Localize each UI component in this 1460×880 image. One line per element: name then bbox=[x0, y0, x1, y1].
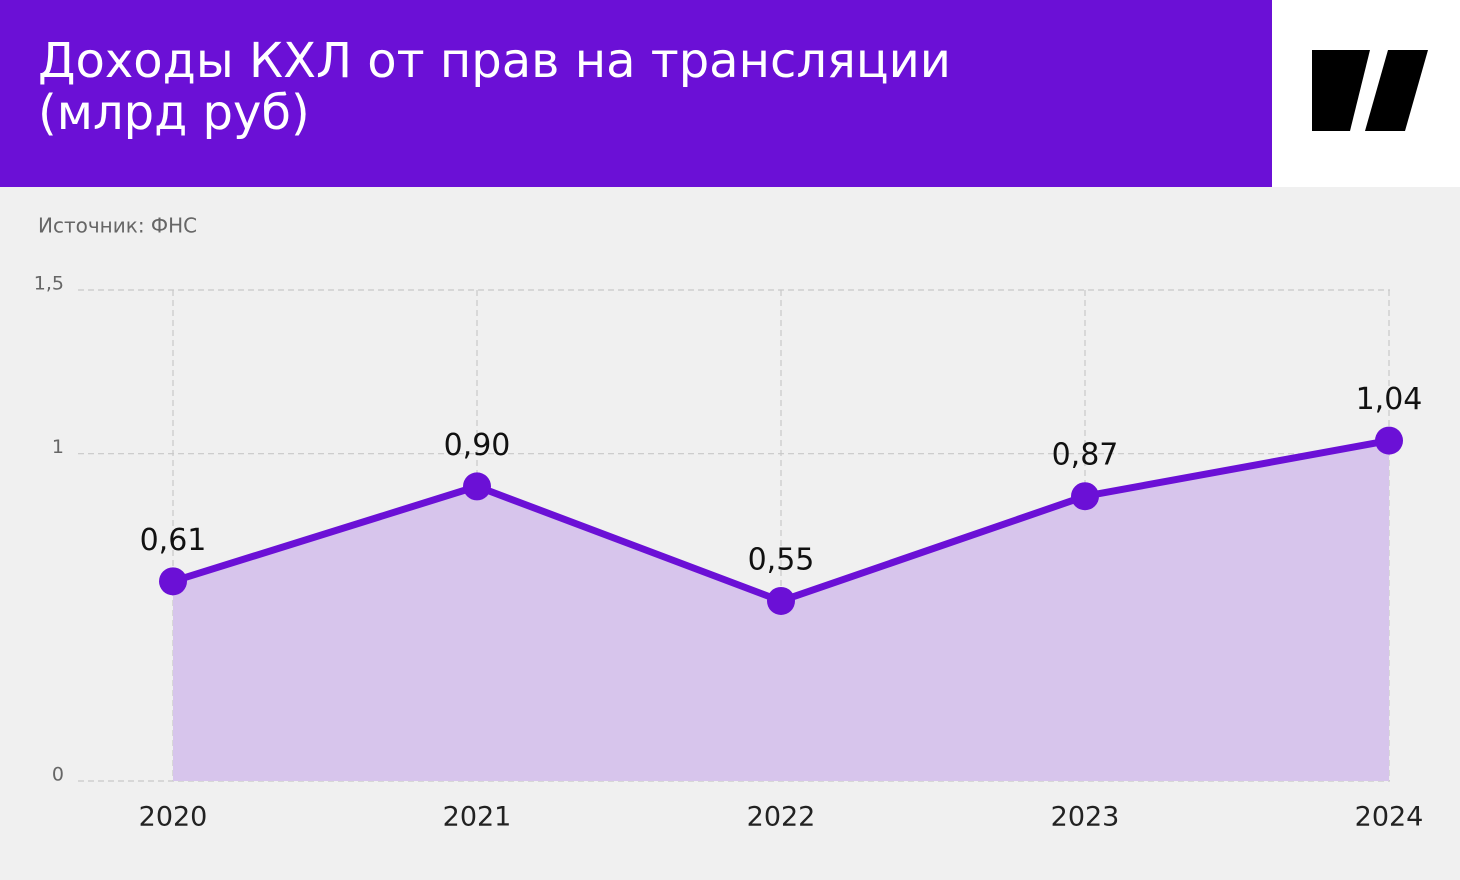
source: Источник: ФНС bbox=[38, 214, 197, 238]
x-tick-label: 2021 bbox=[443, 802, 512, 833]
x-tick-label: 2022 bbox=[747, 802, 816, 833]
point bbox=[1071, 482, 1099, 511]
point bbox=[159, 567, 187, 596]
point bbox=[767, 586, 795, 615]
data-label: 0,87 bbox=[1052, 438, 1119, 473]
x-tick-label: 2023 bbox=[1051, 802, 1120, 833]
header bbox=[0, 0, 1272, 187]
logo bbox=[1312, 50, 1370, 131]
logo-box bbox=[1272, 0, 1460, 187]
point bbox=[1375, 426, 1403, 455]
data-label: 0,90 bbox=[444, 428, 511, 463]
data-label: 0,55 bbox=[748, 542, 815, 577]
data-label: 0,61 bbox=[140, 523, 207, 558]
y-tick-label: 0 bbox=[52, 764, 64, 786]
logo bbox=[1365, 50, 1428, 131]
y-tick-label: 1 bbox=[52, 436, 64, 458]
x-tick-label: 2020 bbox=[139, 802, 208, 833]
y-tick-label: 1,5 bbox=[34, 273, 64, 295]
point bbox=[463, 472, 491, 501]
chart-subtitle: (млрд руб) bbox=[38, 85, 310, 141]
x-tick-label: 2024 bbox=[1355, 802, 1424, 833]
data-label: 1,04 bbox=[1356, 382, 1423, 417]
chart-title: Доходы КХЛ от прав на трансляции bbox=[38, 33, 951, 89]
